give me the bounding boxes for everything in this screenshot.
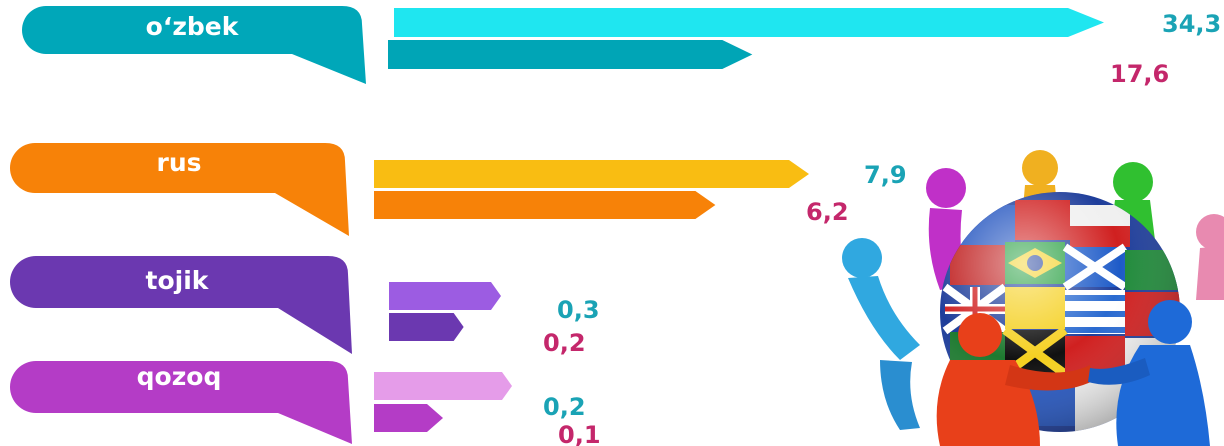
value-label-ozbek-series2: 17,6 [1110, 60, 1169, 88]
bar-ozbek-series2 [388, 40, 753, 69]
value-label-qozoq-series2: 0,1 [558, 421, 601, 446]
callout-ozbek [22, 6, 366, 84]
category-callouts: o‘zbek rus tojik qozoq [10, 6, 366, 444]
figure-pink [1196, 214, 1224, 300]
bar-series [374, 8, 1104, 432]
figure-blue [1088, 300, 1210, 446]
bar-tojik-series2 [389, 313, 464, 341]
figure-red [936, 313, 1095, 446]
globe-people-illustration [842, 150, 1224, 446]
figure-cyan [842, 238, 920, 430]
bar-ozbek-series1 [394, 8, 1104, 37]
callout-tojik [10, 256, 352, 354]
bar-qozoq-series2 [374, 404, 443, 432]
bar-tojik-series1 [389, 282, 501, 310]
value-labels: 34,317,67,96,20,30,20,20,1 [543, 10, 1221, 446]
category-label-tojik: tojik [146, 266, 210, 295]
category-label-qozoq: qozoq [137, 362, 222, 391]
callout-qozoq [10, 361, 352, 444]
callout-rus [10, 143, 349, 236]
bar-rus-series1 [374, 160, 809, 188]
value-label-tojik-series1: 0,3 [557, 296, 600, 324]
value-label-rus-series2: 6,2 [806, 198, 849, 226]
value-label-tojik-series2: 0,2 [543, 329, 586, 357]
category-label-ozbek: o‘zbek [146, 12, 240, 41]
bar-rus-series2 [374, 191, 716, 219]
category-label-rus: rus [156, 148, 201, 177]
value-label-qozoq-series1: 0,2 [543, 393, 586, 421]
value-label-ozbek-series1: 34,3 [1162, 10, 1221, 38]
bar-qozoq-series1 [374, 372, 512, 400]
value-label-rus-series1: 7,9 [864, 161, 907, 189]
